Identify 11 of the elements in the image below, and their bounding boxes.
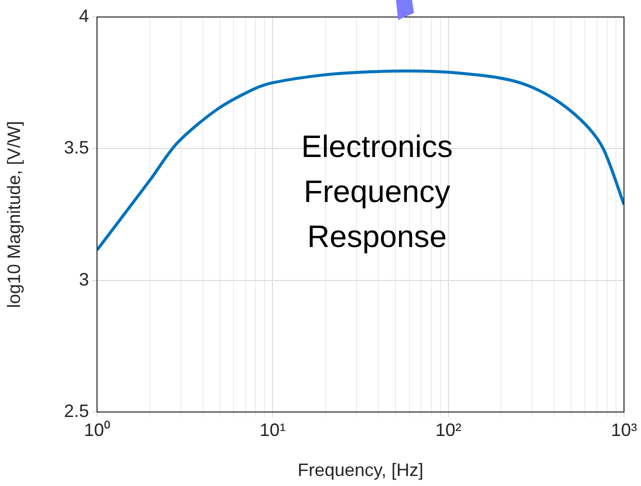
x-tick-label: 10³: [610, 420, 638, 440]
y-axis-title: log10 Magnitude, [V/W]: [4, 120, 24, 308]
annotation: Electronics Frequency Response: [300, 128, 454, 256]
x-tick-label: 10⁰: [84, 420, 110, 440]
y-tick-label: 4: [78, 6, 89, 26]
y-tick-label: 3: [78, 269, 89, 290]
x-axis-title: Frequency, [Hz]: [298, 460, 424, 480]
x-tick-label: 10²: [435, 420, 462, 440]
y-tick-label: 3.5: [64, 138, 89, 158]
y-tick-label: 2.5: [64, 400, 89, 421]
x-tick-label: 10¹: [260, 420, 286, 440]
